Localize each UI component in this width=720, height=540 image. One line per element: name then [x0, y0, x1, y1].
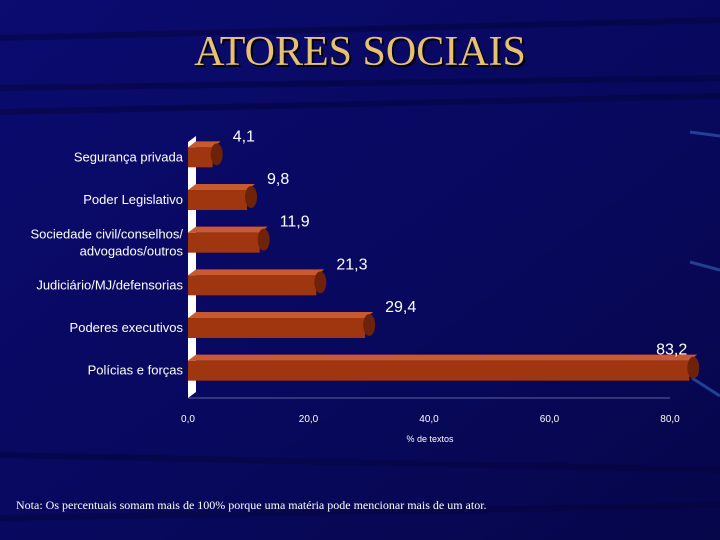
bar-top-face	[188, 269, 325, 276]
category-label-1: Segurança privada	[74, 149, 184, 164]
x-tick-label-2: 20,0	[299, 414, 319, 425]
bar-front-face	[188, 147, 213, 168]
chart-bars	[188, 141, 700, 381]
bar-front-face	[188, 318, 366, 338]
value-label-1: 4,1	[233, 128, 255, 145]
bar-4	[188, 269, 327, 296]
value-label-4: 21,3	[336, 256, 367, 273]
value-label-6: 83,2	[656, 342, 687, 359]
bar-end-cap	[257, 228, 270, 251]
chart-x-axis-title: % de textos	[406, 434, 454, 444]
category-label-6: Polícias e forças	[88, 363, 184, 378]
value-label-3: 11,9	[280, 214, 310, 231]
bar-end-cap	[687, 356, 700, 379]
bar-top-face	[188, 354, 698, 361]
x-tick-label-1: 0,0	[181, 414, 195, 425]
category-label-3: Sociedade civil/conselhos/advogados/outr…	[31, 227, 184, 259]
bar-top-face	[188, 226, 268, 233]
bar-6	[188, 354, 700, 381]
chart-value-labels: 4,1 9,8 11,9 21,3 29,4 83,2	[233, 128, 688, 358]
category-label-4: Judiciário/MJ/defensorias	[36, 277, 183, 292]
x-tick-label-5: 80,0	[660, 414, 680, 425]
x-tick-label-4: 60,0	[540, 414, 560, 425]
bar-front-face	[188, 232, 260, 253]
bar-front-face	[188, 190, 248, 210]
bar-top-face	[188, 312, 374, 318]
x-tick-label-3: 40,0	[419, 414, 439, 425]
bar-2	[188, 184, 258, 210]
bar-end-cap	[314, 271, 327, 294]
chart-category-labels: Segurança privada Poder Legislativo Socied…	[31, 149, 184, 377]
bar-front-face	[188, 275, 317, 296]
bar-top-face	[188, 184, 256, 190]
category-label-5: Poderes executivos	[70, 320, 184, 335]
bar-top-face	[188, 141, 221, 148]
page-title: ATORES SOCIAIS	[194, 29, 526, 75]
footnote: Nota: Os percentuais somam mais de 100% …	[16, 498, 487, 512]
bar-end-cap	[245, 186, 258, 208]
bar-1	[188, 141, 223, 168]
bar-end-cap	[210, 143, 223, 166]
bar-5	[188, 312, 376, 338]
value-label-5: 29,4	[385, 299, 416, 316]
bar-front-face	[188, 360, 690, 381]
category-label-2: Poder Legislativo	[83, 192, 183, 207]
bar-3	[188, 226, 270, 253]
value-label-2: 9,8	[267, 171, 289, 188]
chart-x-tick-labels: 0,0 20,0 40,0 60,0 80,0	[181, 414, 680, 425]
bar-end-cap	[363, 314, 376, 336]
